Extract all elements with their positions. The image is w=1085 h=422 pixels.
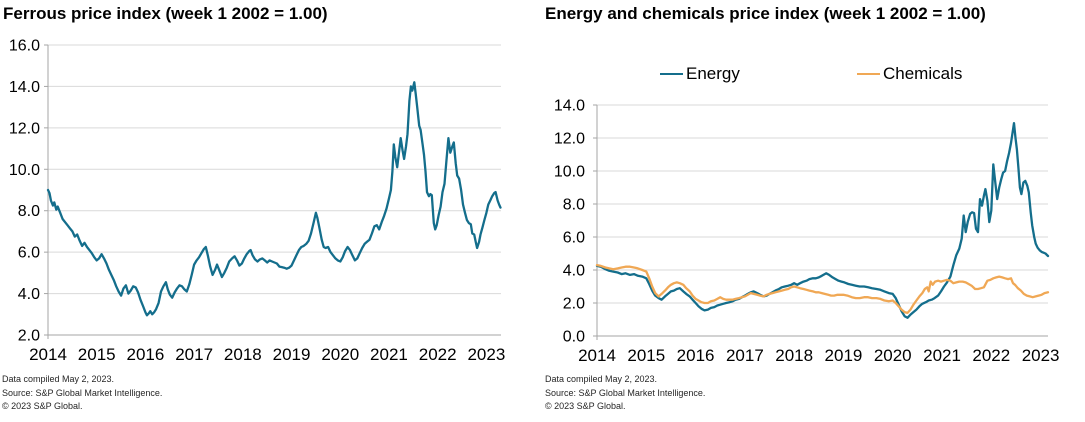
x-tick-label: 2019 bbox=[273, 345, 311, 364]
chemicals-line-swatch-icon bbox=[857, 72, 880, 76]
y-tick-label: 12.0 bbox=[9, 120, 40, 137]
y-tick-label: 6.0 bbox=[18, 245, 40, 262]
x-tick-label: 2020 bbox=[874, 346, 912, 365]
footnote-compiled: Data compiled May 2, 2023. bbox=[2, 374, 115, 384]
x-tick-label: 2023 bbox=[467, 345, 505, 364]
y-tick-label: 14.0 bbox=[9, 79, 40, 96]
energy-chemicals-chart-title: Energy and chemicals price index (week 1… bbox=[545, 4, 986, 23]
y-tick-label: 6.0 bbox=[563, 230, 585, 247]
legend-item-energy: Energy bbox=[660, 64, 740, 84]
x-tick-label: 2015 bbox=[78, 345, 116, 364]
x-tick-label: 2020 bbox=[321, 345, 359, 364]
x-tick-label: 2017 bbox=[726, 346, 764, 365]
footnote-source: Source: S&P Global Market Intelligence. bbox=[545, 387, 706, 398]
x-tick-label: 2019 bbox=[825, 346, 863, 365]
y-tick-label: 2.0 bbox=[18, 328, 40, 345]
x-tick-label: 2021 bbox=[923, 346, 961, 365]
chemicals-series-line bbox=[595, 263, 1050, 315]
chemicals-legend-label: Chemicals bbox=[883, 64, 963, 83]
y-tick-label: 10.0 bbox=[9, 162, 40, 179]
ferrous-chart-title: Ferrous price index (week 1 2002 = 1.00) bbox=[3, 4, 328, 23]
energy-line-swatch-icon bbox=[660, 72, 683, 76]
y-tick-label: 0.0 bbox=[563, 329, 585, 346]
y-tick-label: 8.0 bbox=[563, 197, 585, 214]
x-tick-label: 2014 bbox=[578, 346, 616, 365]
x-tick-label: 2022 bbox=[972, 346, 1010, 365]
y-tick-label: 10.0 bbox=[554, 164, 585, 181]
ferrous-chart-footnotes: Data compiled May 2, 2023. Source: S&P G… bbox=[2, 373, 162, 414]
x-tick-label: 2023 bbox=[1022, 346, 1060, 365]
x-tick-label: 2017 bbox=[175, 345, 213, 364]
y-tick-label: 14.0 bbox=[554, 98, 585, 115]
footnote-copyright: © 2023 S&P Global. bbox=[545, 401, 626, 411]
energy-chemicals-chart-footnotes: Data compiled May 2, 2023. Source: S&P G… bbox=[545, 373, 705, 414]
footnote-compiled: Data compiled May 2, 2023. bbox=[545, 374, 658, 384]
footnote-copyright: © 2023 S&P Global. bbox=[2, 401, 83, 411]
x-tick-label: 2018 bbox=[775, 346, 813, 365]
energy-chemicals-legend: Energy Chemicals bbox=[543, 64, 1085, 84]
legend-item-chemicals: Chemicals bbox=[857, 64, 962, 84]
energy-legend-label: Energy bbox=[686, 64, 740, 83]
footnote-source: Source: S&P Global Market Intelligence. bbox=[2, 387, 163, 398]
y-tick-label: 4.0 bbox=[18, 286, 40, 303]
x-tick-label: 2022 bbox=[419, 345, 457, 364]
x-tick-label: 2018 bbox=[224, 345, 262, 364]
x-tick-label: 2014 bbox=[29, 345, 67, 364]
y-tick-label: 2.0 bbox=[563, 296, 585, 313]
y-tick-label: 12.0 bbox=[554, 131, 585, 148]
ferrous-series-line bbox=[46, 81, 502, 317]
x-tick-label: 2015 bbox=[627, 346, 665, 365]
y-tick-label: 4.0 bbox=[563, 263, 585, 280]
y-tick-label: 16.0 bbox=[9, 38, 40, 55]
y-tick-label: 8.0 bbox=[18, 203, 40, 220]
x-tick-label: 2016 bbox=[127, 345, 165, 364]
x-tick-label: 2021 bbox=[370, 345, 408, 364]
energy-series-line bbox=[595, 121, 1050, 319]
x-tick-label: 2016 bbox=[677, 346, 715, 365]
